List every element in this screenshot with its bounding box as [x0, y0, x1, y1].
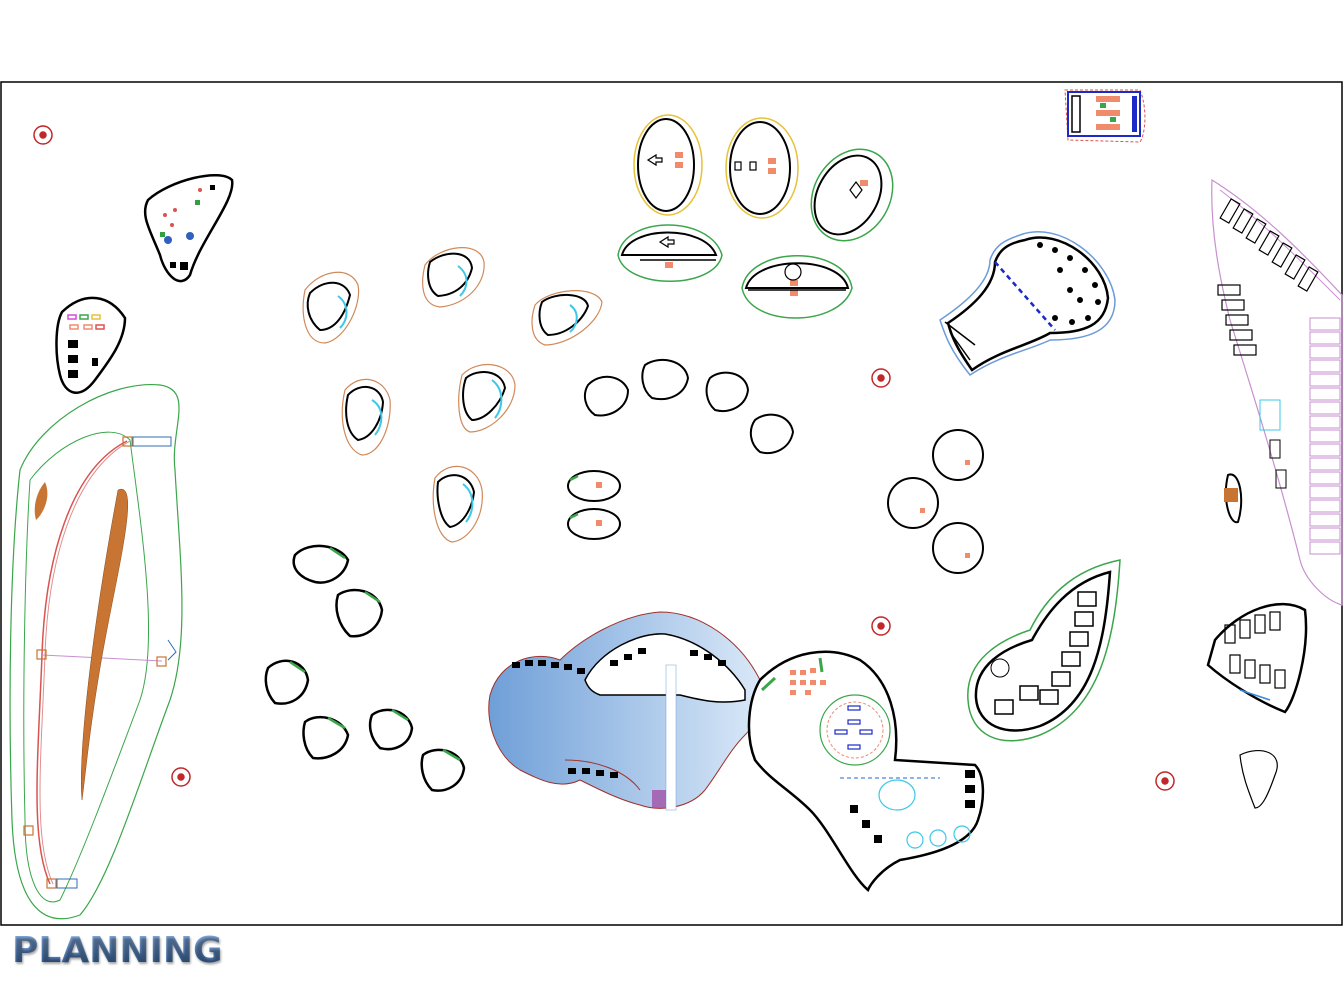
caption-text: PLANNING [12, 930, 223, 971]
pool-icon [488, 611, 765, 811]
residence-bottom-right [1206, 602, 1308, 809]
villa-icon [432, 465, 483, 543]
building-top-right [1064, 89, 1146, 143]
restaurant-building [939, 231, 1116, 377]
kiosk [1224, 473, 1243, 524]
building-left-mid [55, 296, 127, 394]
villa-icon [341, 378, 391, 456]
compass-marker-icon [33, 125, 1175, 791]
villa-icon [458, 364, 516, 433]
pod-group [567, 358, 984, 574]
residence-curved [967, 559, 1121, 742]
pod-group-bottom-left [264, 544, 466, 792]
villa-icon [302, 271, 360, 344]
main-building [747, 650, 985, 893]
villa-icon [531, 290, 603, 346]
parking-icon [1211, 178, 1343, 606]
pavilion-cluster [617, 114, 894, 319]
planning-caption: PLANNING [12, 930, 223, 971]
left-landscape-zone [9, 384, 183, 920]
villa-group-orange [302, 247, 603, 543]
villa-icon [422, 247, 485, 308]
building-top-left [143, 173, 234, 283]
